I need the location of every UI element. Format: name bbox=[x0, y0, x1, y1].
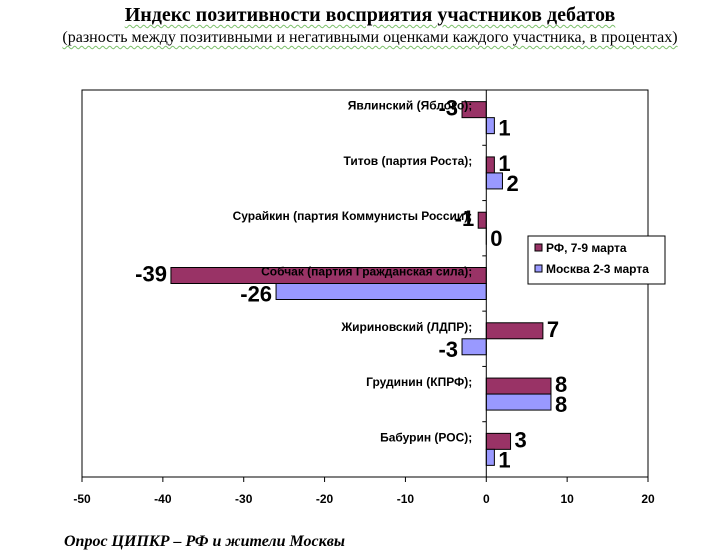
category-label: Грудинин (КПРФ); bbox=[366, 375, 472, 389]
bar bbox=[485, 156, 495, 174]
bar bbox=[461, 338, 487, 356]
data-label: 1 bbox=[498, 116, 510, 141]
data-label: 1 bbox=[498, 447, 510, 472]
bar bbox=[485, 322, 544, 340]
data-label: -1 bbox=[455, 206, 475, 231]
chart-subtitle: (разность между позитивными и негативным… bbox=[20, 28, 708, 47]
legend-swatch bbox=[534, 243, 543, 252]
bar bbox=[485, 117, 495, 135]
category-label: Бабурин (РОС); bbox=[380, 430, 472, 444]
x-tick-label: -40 bbox=[154, 492, 172, 506]
data-label: 8 bbox=[555, 372, 567, 397]
data-label: -3 bbox=[438, 337, 458, 362]
data-label: 8 bbox=[555, 392, 567, 417]
data-label: -3 bbox=[438, 96, 458, 121]
x-tick-label: -50 bbox=[73, 492, 91, 506]
data-label: -39 bbox=[135, 262, 167, 287]
data-label: 1 bbox=[498, 151, 510, 176]
bar bbox=[275, 283, 487, 300]
data-label: 0 bbox=[490, 226, 502, 251]
x-tick-label: -10 bbox=[397, 492, 415, 506]
category-label: Собчак (партия Гражданская сила); bbox=[261, 265, 472, 279]
x-tick-label: 0 bbox=[483, 492, 490, 506]
x-tick-label: -30 bbox=[235, 492, 253, 506]
category-labels: Явлинский (Яблоко); Титов (партия Роста);… bbox=[233, 99, 473, 445]
data-label: 3 bbox=[515, 427, 527, 452]
data-label: 7 bbox=[547, 317, 559, 342]
category-label: Жириновский (ЛДПР); bbox=[340, 320, 472, 334]
bars-layer bbox=[170, 101, 552, 466]
bar bbox=[485, 377, 552, 395]
data-label: 2 bbox=[506, 171, 518, 196]
x-tick-label: 10 bbox=[560, 492, 574, 506]
category-label: Сурайкин (партия Коммунисты России); bbox=[233, 209, 473, 223]
footnote: Опрос ЦИПКР – РФ и жители Москвы bbox=[64, 533, 345, 550]
category-label: Явлинский (Яблоко); bbox=[348, 99, 473, 113]
x-tick-label: 20 bbox=[641, 492, 655, 506]
legend: РФ, 7-9 марта Москва 2-3 марта bbox=[527, 235, 666, 285]
chart-title: Индекс позитивности восприятия участнико… bbox=[124, 4, 616, 26]
legend-box bbox=[527, 235, 666, 285]
bar bbox=[485, 393, 552, 411]
bar bbox=[477, 211, 487, 229]
legend-label: Москва 2-3 марта bbox=[546, 262, 649, 276]
x-tick-label: -20 bbox=[316, 492, 334, 506]
bar bbox=[485, 448, 495, 466]
data-label: -26 bbox=[240, 282, 272, 307]
category-label: Титов (партия Роста); bbox=[343, 154, 472, 168]
legend-swatch bbox=[534, 264, 543, 273]
legend-label: РФ, 7-9 марта bbox=[546, 241, 627, 255]
chart-subtitle-text: (разность между позитивными и негативным… bbox=[62, 29, 678, 46]
axis-layer: -50 -40 -30 -20 -10 0 10 20 bbox=[73, 89, 655, 506]
